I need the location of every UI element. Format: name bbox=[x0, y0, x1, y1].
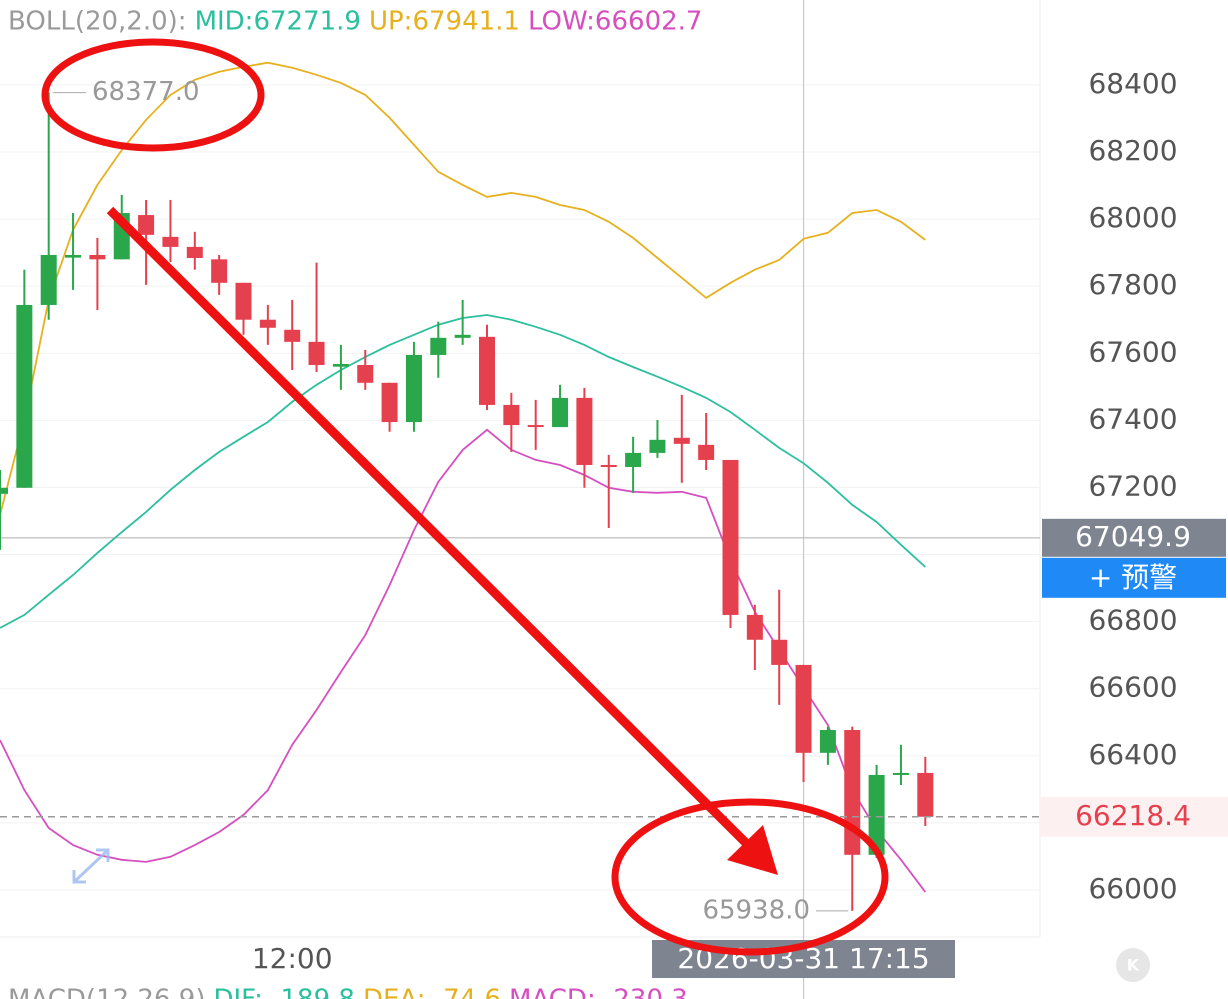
high-marker-label: 68377.0 bbox=[92, 77, 200, 107]
candle-body bbox=[625, 452, 642, 467]
y-tick-label: 67600 bbox=[1088, 335, 1177, 368]
candle-body bbox=[454, 334, 471, 338]
candle-body bbox=[211, 259, 228, 283]
crosshair-price-box bbox=[1042, 518, 1226, 557]
circle-annotation bbox=[41, 38, 265, 152]
candle-body bbox=[186, 246, 203, 258]
legend-item: MACD(12,26,9) bbox=[8, 985, 205, 999]
k-button-icon: K bbox=[1127, 956, 1140, 975]
legend-item: MACD: -230.3 bbox=[509, 985, 688, 999]
y-tick-label: 68000 bbox=[1088, 201, 1177, 234]
candle-body bbox=[552, 397, 569, 428]
arrow-head bbox=[727, 825, 778, 875]
legend-item: DIF: -189.8 bbox=[213, 985, 354, 999]
candle-body bbox=[332, 363, 349, 367]
candle-body bbox=[576, 397, 593, 465]
candle-body bbox=[259, 319, 276, 328]
candle-body bbox=[698, 444, 715, 460]
candle-body bbox=[284, 329, 301, 342]
arrow bbox=[106, 206, 752, 849]
candle-body bbox=[89, 254, 106, 260]
y-tick-label: 68200 bbox=[1088, 134, 1177, 167]
y-tick-label: 67200 bbox=[1088, 469, 1177, 502]
y-tick-label: 66000 bbox=[1088, 872, 1177, 905]
candle-body bbox=[405, 354, 422, 423]
annotation: K bbox=[41, 38, 1150, 982]
candle-body bbox=[795, 664, 812, 753]
boll-line bbox=[0, 428, 927, 893]
crosshair-price-label: 67049.9 bbox=[1075, 520, 1191, 553]
candle-body bbox=[868, 774, 885, 855]
candle-body bbox=[0, 487, 8, 494]
last-price-box bbox=[1040, 796, 1228, 837]
candle-body bbox=[819, 730, 836, 753]
y-tick-label: 67400 bbox=[1088, 402, 1177, 435]
y-tick-label: 66800 bbox=[1088, 604, 1177, 637]
candle-body bbox=[16, 304, 33, 488]
k-button[interactable] bbox=[1116, 948, 1150, 982]
candle-body bbox=[357, 365, 374, 383]
candle-body bbox=[892, 772, 909, 775]
candle-body bbox=[381, 382, 398, 423]
alert-button-label: + 预警 bbox=[1089, 561, 1177, 594]
y-tick-label: 66400 bbox=[1088, 738, 1177, 771]
candle-body bbox=[649, 439, 666, 453]
candle-body bbox=[479, 336, 495, 405]
candle-body bbox=[600, 464, 617, 467]
legend-item: DEA: -74.6 bbox=[363, 985, 501, 999]
y-tick-label: 68400 bbox=[1088, 67, 1177, 100]
candle-body bbox=[308, 341, 325, 366]
candle-body bbox=[917, 772, 934, 817]
expand-icon[interactable] bbox=[72, 848, 110, 884]
boll-line bbox=[0, 314, 926, 629]
candle-body bbox=[503, 404, 520, 426]
candle-body bbox=[771, 639, 788, 665]
legend-item: UP:67941.1 bbox=[369, 7, 520, 37]
legend-item: LOW:66602.7 bbox=[528, 7, 702, 37]
candle-body bbox=[527, 425, 544, 428]
x-tick-label: 12:00 bbox=[252, 942, 333, 975]
candle-body bbox=[40, 254, 57, 305]
boll-line bbox=[0, 61, 926, 516]
legend-item: BOLL(20,2.0): bbox=[8, 7, 187, 37]
candle-body bbox=[162, 236, 179, 247]
candle-body bbox=[65, 254, 82, 258]
y-tick-label: 67800 bbox=[1088, 268, 1177, 301]
alert-button[interactable] bbox=[1042, 557, 1226, 598]
circle-annotation bbox=[611, 798, 889, 956]
legend-item: MID:67271.9 bbox=[195, 7, 361, 37]
candle-body bbox=[722, 459, 739, 615]
candle-body bbox=[673, 437, 690, 444]
low-marker-label: 65938.0 bbox=[702, 895, 810, 925]
candle-body bbox=[235, 282, 252, 320]
last-price-label: 66218.4 bbox=[1075, 799, 1191, 832]
candle-body bbox=[746, 614, 763, 640]
candle-body bbox=[430, 337, 447, 355]
candle-body bbox=[138, 215, 155, 235]
y-tick-label: 66600 bbox=[1088, 671, 1177, 704]
